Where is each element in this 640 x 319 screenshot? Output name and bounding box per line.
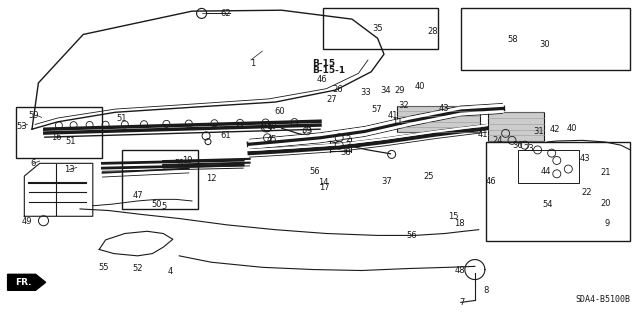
Text: 46: 46 <box>316 75 327 84</box>
Text: 38: 38 <box>340 148 351 157</box>
Text: 11: 11 <box>392 118 402 127</box>
Text: 47: 47 <box>132 191 143 200</box>
Bar <box>122 150 198 209</box>
Text: 12: 12 <box>206 174 216 182</box>
Text: 33: 33 <box>360 88 371 97</box>
Text: 42: 42 <box>550 125 560 134</box>
Text: 57: 57 <box>371 105 382 114</box>
Text: 16: 16 <box>51 133 62 142</box>
Text: 56: 56 <box>310 167 321 176</box>
Text: 62: 62 <box>221 9 232 18</box>
Text: 51: 51 <box>116 114 127 123</box>
Text: 2: 2 <box>346 135 351 144</box>
Text: 7: 7 <box>460 298 465 307</box>
Text: 26: 26 <box>333 85 344 94</box>
Text: 43: 43 <box>438 104 449 113</box>
Text: 40: 40 <box>415 82 425 91</box>
Text: 8: 8 <box>483 286 488 295</box>
Text: 21: 21 <box>600 168 611 177</box>
Text: 14: 14 <box>318 178 328 187</box>
Bar <box>518 150 579 183</box>
Text: 23: 23 <box>524 144 534 153</box>
Text: 19: 19 <box>182 156 192 165</box>
Text: 41: 41 <box>387 111 397 120</box>
Text: 36: 36 <box>512 141 523 150</box>
Text: 17: 17 <box>319 183 330 192</box>
Text: 48: 48 <box>454 266 465 275</box>
Bar <box>461 8 630 70</box>
Text: 32: 32 <box>398 101 409 110</box>
Text: 27: 27 <box>326 95 337 104</box>
Text: 59: 59 <box>29 111 39 120</box>
Text: 43: 43 <box>579 154 590 163</box>
Text: 46: 46 <box>486 177 497 186</box>
Text: 6: 6 <box>30 159 35 168</box>
Text: 60: 60 <box>274 107 285 116</box>
Text: 31: 31 <box>533 127 544 136</box>
Text: 35: 35 <box>372 24 383 33</box>
Text: 29: 29 <box>395 86 405 95</box>
Bar <box>323 8 438 49</box>
Text: 28: 28 <box>428 27 438 36</box>
Text: 5: 5 <box>161 202 166 211</box>
Text: 3: 3 <box>346 141 351 150</box>
Bar <box>488 112 544 141</box>
Text: 13: 13 <box>64 165 75 174</box>
Text: 24: 24 <box>492 136 502 145</box>
Text: 56: 56 <box>406 231 417 240</box>
Text: 39: 39 <box>301 126 312 135</box>
Text: 9: 9 <box>605 219 610 228</box>
Text: B-15: B-15 <box>312 59 335 68</box>
Bar <box>397 106 480 132</box>
Text: 53: 53 <box>16 122 27 130</box>
Text: B-15-1: B-15-1 <box>312 66 346 75</box>
Text: 61: 61 <box>221 131 232 140</box>
Text: 10: 10 <box>266 122 276 131</box>
Text: 51: 51 <box>174 159 184 168</box>
Text: 58: 58 <box>508 35 518 44</box>
Text: 34: 34 <box>380 86 391 95</box>
Text: 49: 49 <box>22 217 32 226</box>
Text: 55: 55 <box>98 263 108 272</box>
Text: 54: 54 <box>543 200 553 209</box>
Text: 18: 18 <box>454 219 465 228</box>
Text: 37: 37 <box>381 177 392 186</box>
Text: 51: 51 <box>65 137 76 146</box>
Text: 44: 44 <box>541 167 551 176</box>
Text: 20: 20 <box>600 199 611 208</box>
Text: 22: 22 <box>581 189 591 197</box>
Text: 1: 1 <box>250 59 255 68</box>
Text: 50: 50 <box>152 200 162 209</box>
Text: 41: 41 <box>477 130 488 139</box>
Text: 25: 25 <box>424 172 434 181</box>
Text: 52: 52 <box>132 264 143 273</box>
Text: 30: 30 <box>540 40 550 48</box>
Text: 40: 40 <box>567 124 577 133</box>
Text: FR.: FR. <box>15 278 32 287</box>
Bar <box>16 107 102 158</box>
Bar <box>486 142 630 241</box>
Text: SDA4-B5100B: SDA4-B5100B <box>575 295 630 304</box>
FancyArrow shape <box>8 274 45 290</box>
Text: 4: 4 <box>168 267 173 276</box>
Text: 15: 15 <box>448 212 458 221</box>
Text: 45: 45 <box>266 135 276 144</box>
